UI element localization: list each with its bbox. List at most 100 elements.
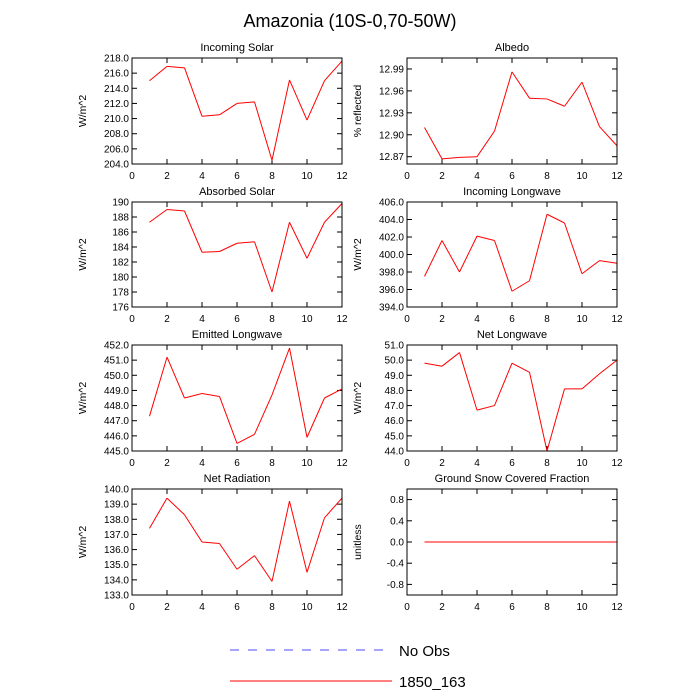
plot-frame [406,488,618,596]
y-tick-label: 178 [112,288,129,299]
series-segment [529,214,548,281]
x-tick-label: 12 [336,458,348,469]
y-tick-label: 208.0 [104,129,129,140]
x-tick-label: 12 [611,458,623,469]
series-segment [306,80,325,121]
series-segment [476,130,495,157]
series-segment [441,352,460,367]
y-tick-label: 402.0 [379,233,404,244]
y-tick-label: 12.93 [379,108,404,119]
x-tick-label: 2 [439,602,445,613]
x-tick-label: 8 [269,171,275,182]
y-axis-label: unitless [352,524,364,560]
x-tick-label: 4 [474,171,480,182]
x-tick-label: 6 [234,314,240,325]
x-tick-label: 6 [509,602,515,613]
series-segment [289,79,308,121]
panel-title: Net Longwave [477,329,547,341]
y-tick-label: 404.0 [379,215,404,226]
series-segment [324,203,343,223]
x-tick-label: 4 [474,314,480,325]
panel-title: Albedo [495,42,529,54]
panel-net-radiation: Net Radiation 133.0 134.0 135.0 136.0 137.0 13… [77,473,348,613]
y-tick-label: 12.90 [379,130,404,141]
series-segment [201,114,220,117]
plot-frame [131,201,343,308]
series-segment [289,222,308,259]
series-segment [166,209,185,212]
series-segment [324,388,343,399]
x-tick-label: 10 [301,602,313,613]
x-tick-label: 10 [576,314,588,325]
series-segment [166,497,185,516]
series-segment [149,497,168,529]
figure-title: Amazonia (10S-0,70-50W) [243,11,456,31]
y-tick-label: 394.0 [379,303,404,314]
panel-incoming-longwave: Incoming Longwave394.0396.0398.0400.0402… [352,186,623,325]
x-tick-label: 10 [576,458,588,469]
legend-label-1850-163: 1850_163 [399,674,466,691]
x-tick-label: 2 [164,458,170,469]
x-tick-label: 8 [269,314,275,325]
panels: Incoming Solar 204.0 206.0 208.0 210.0 212.0 2… [77,42,623,613]
series-segment [511,362,530,373]
panel-title: Net Radiation [204,473,271,485]
series-segment [289,500,308,573]
x-tick-label: 6 [234,458,240,469]
panel-ground-snow-covered-fraction: Ground Snow Covered Fraction -0.8 -0.4 0.0 0… [352,473,623,613]
series-segment [149,356,168,417]
x-tick-label: 0 [129,458,135,469]
x-tick-label: 2 [439,314,445,325]
y-axis-label: % reflected [352,85,364,138]
y-tick-label: 50.0 [385,356,405,367]
panel-incoming-solar: Incoming Solar 204.0 206.0 208.0 210.0 212.0 2… [77,42,348,182]
x-tick-label: 6 [234,602,240,613]
series-segment [254,241,273,293]
y-tick-label: 0.8 [390,495,404,506]
series-segment [201,251,220,253]
x-tick-label: 10 [301,458,313,469]
x-tick-label: 12 [611,171,623,182]
series-segment [564,222,583,274]
x-tick-label: 0 [404,458,410,469]
x-tick-label: 2 [164,171,170,182]
x-tick-label: 12 [611,314,623,325]
x-tick-label: 2 [164,602,170,613]
x-tick-label: 10 [576,171,588,182]
series-segment [324,60,343,82]
series-segment [236,241,255,244]
series-segment [599,126,618,147]
series-segment [254,394,273,435]
x-tick-label: 12 [336,171,348,182]
y-axis-label: W/m^2 [352,382,364,415]
series-segment [459,156,478,158]
y-tick-label: 12.96 [379,86,404,97]
y-tick-label: 12.87 [379,152,404,163]
y-tick-label: 51.0 [385,341,405,352]
legend: No Obs 1850_163 [230,643,466,691]
series-segment [441,240,460,273]
series-segment [424,240,443,277]
series-segment [459,352,478,411]
series-segment [324,497,343,519]
series-segment [581,260,600,275]
y-tick-label: 135.0 [104,560,129,571]
x-tick-label: 10 [576,602,588,613]
x-tick-label: 10 [301,314,313,325]
y-tick-label: 137.0 [104,530,129,541]
x-tick-label: 10 [301,171,313,182]
series-segment [306,222,325,259]
series-segment [511,280,530,292]
legend-label-no-obs: No Obs [399,643,450,660]
y-tick-label: 0.0 [390,538,404,549]
series-segment [511,71,530,99]
y-tick-label: 134.0 [104,575,129,586]
series-segment [599,359,618,375]
x-tick-label: 12 [611,602,623,613]
series-segment [201,392,220,397]
series-segment [184,67,203,117]
x-tick-label: 2 [439,171,445,182]
series-segment [149,65,168,82]
y-tick-label: 212.0 [104,99,129,110]
x-tick-label: 8 [269,458,275,469]
